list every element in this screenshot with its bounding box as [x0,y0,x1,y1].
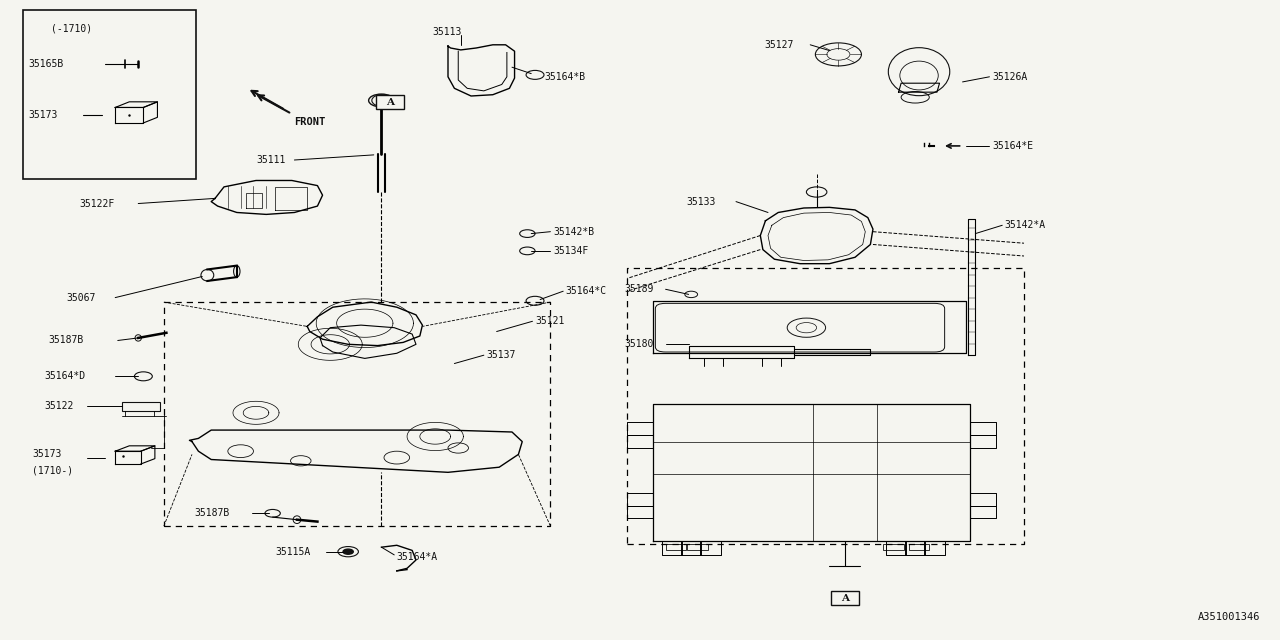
Text: A351001346: A351001346 [1198,612,1261,622]
Bar [666,544,686,550]
Text: 35180: 35180 [625,339,654,349]
Text: 35173: 35173 [28,110,58,120]
Text: 35111: 35111 [256,155,285,165]
Text: 35187B: 35187B [195,508,230,518]
Bar [23,10,196,179]
Text: A: A [841,594,849,603]
Text: 35121: 35121 [535,316,564,326]
Text: 35122F: 35122F [79,198,115,209]
Text: 35137: 35137 [486,350,516,360]
Text: 35164*D: 35164*D [45,371,86,381]
Text: 35187B: 35187B [49,335,84,346]
Bar [376,95,404,109]
Text: 35122: 35122 [45,401,74,412]
Text: 35164*C: 35164*C [566,286,607,296]
Text: 35142*A: 35142*A [1005,220,1046,230]
Text: A: A [387,98,394,107]
Text: 35165B: 35165B [28,59,64,69]
Text: FRONT: FRONT [294,116,325,127]
FancyBboxPatch shape [655,303,945,352]
Text: 35189: 35189 [625,284,654,294]
Bar [831,591,859,605]
Text: 35127: 35127 [764,40,794,50]
Text: 35126A: 35126A [992,72,1028,82]
Text: 35164*A: 35164*A [397,552,438,562]
Bar [883,544,904,550]
Bar [122,402,160,411]
Bar [687,544,708,550]
Text: 35113: 35113 [433,27,462,37]
Text: 35173: 35173 [32,449,61,460]
Text: 35164*B: 35164*B [544,72,585,82]
Text: (1710-): (1710-) [32,465,73,476]
Text: (-1710): (-1710) [51,24,92,34]
Circle shape [343,549,353,554]
Text: 35115A: 35115A [275,547,311,557]
Text: 35067: 35067 [67,292,96,303]
Text: 35133: 35133 [686,196,716,207]
Text: 35134F: 35134F [553,246,589,256]
Text: 35142*B: 35142*B [553,227,594,237]
Text: 35164*E: 35164*E [992,141,1033,151]
Bar [909,544,929,550]
